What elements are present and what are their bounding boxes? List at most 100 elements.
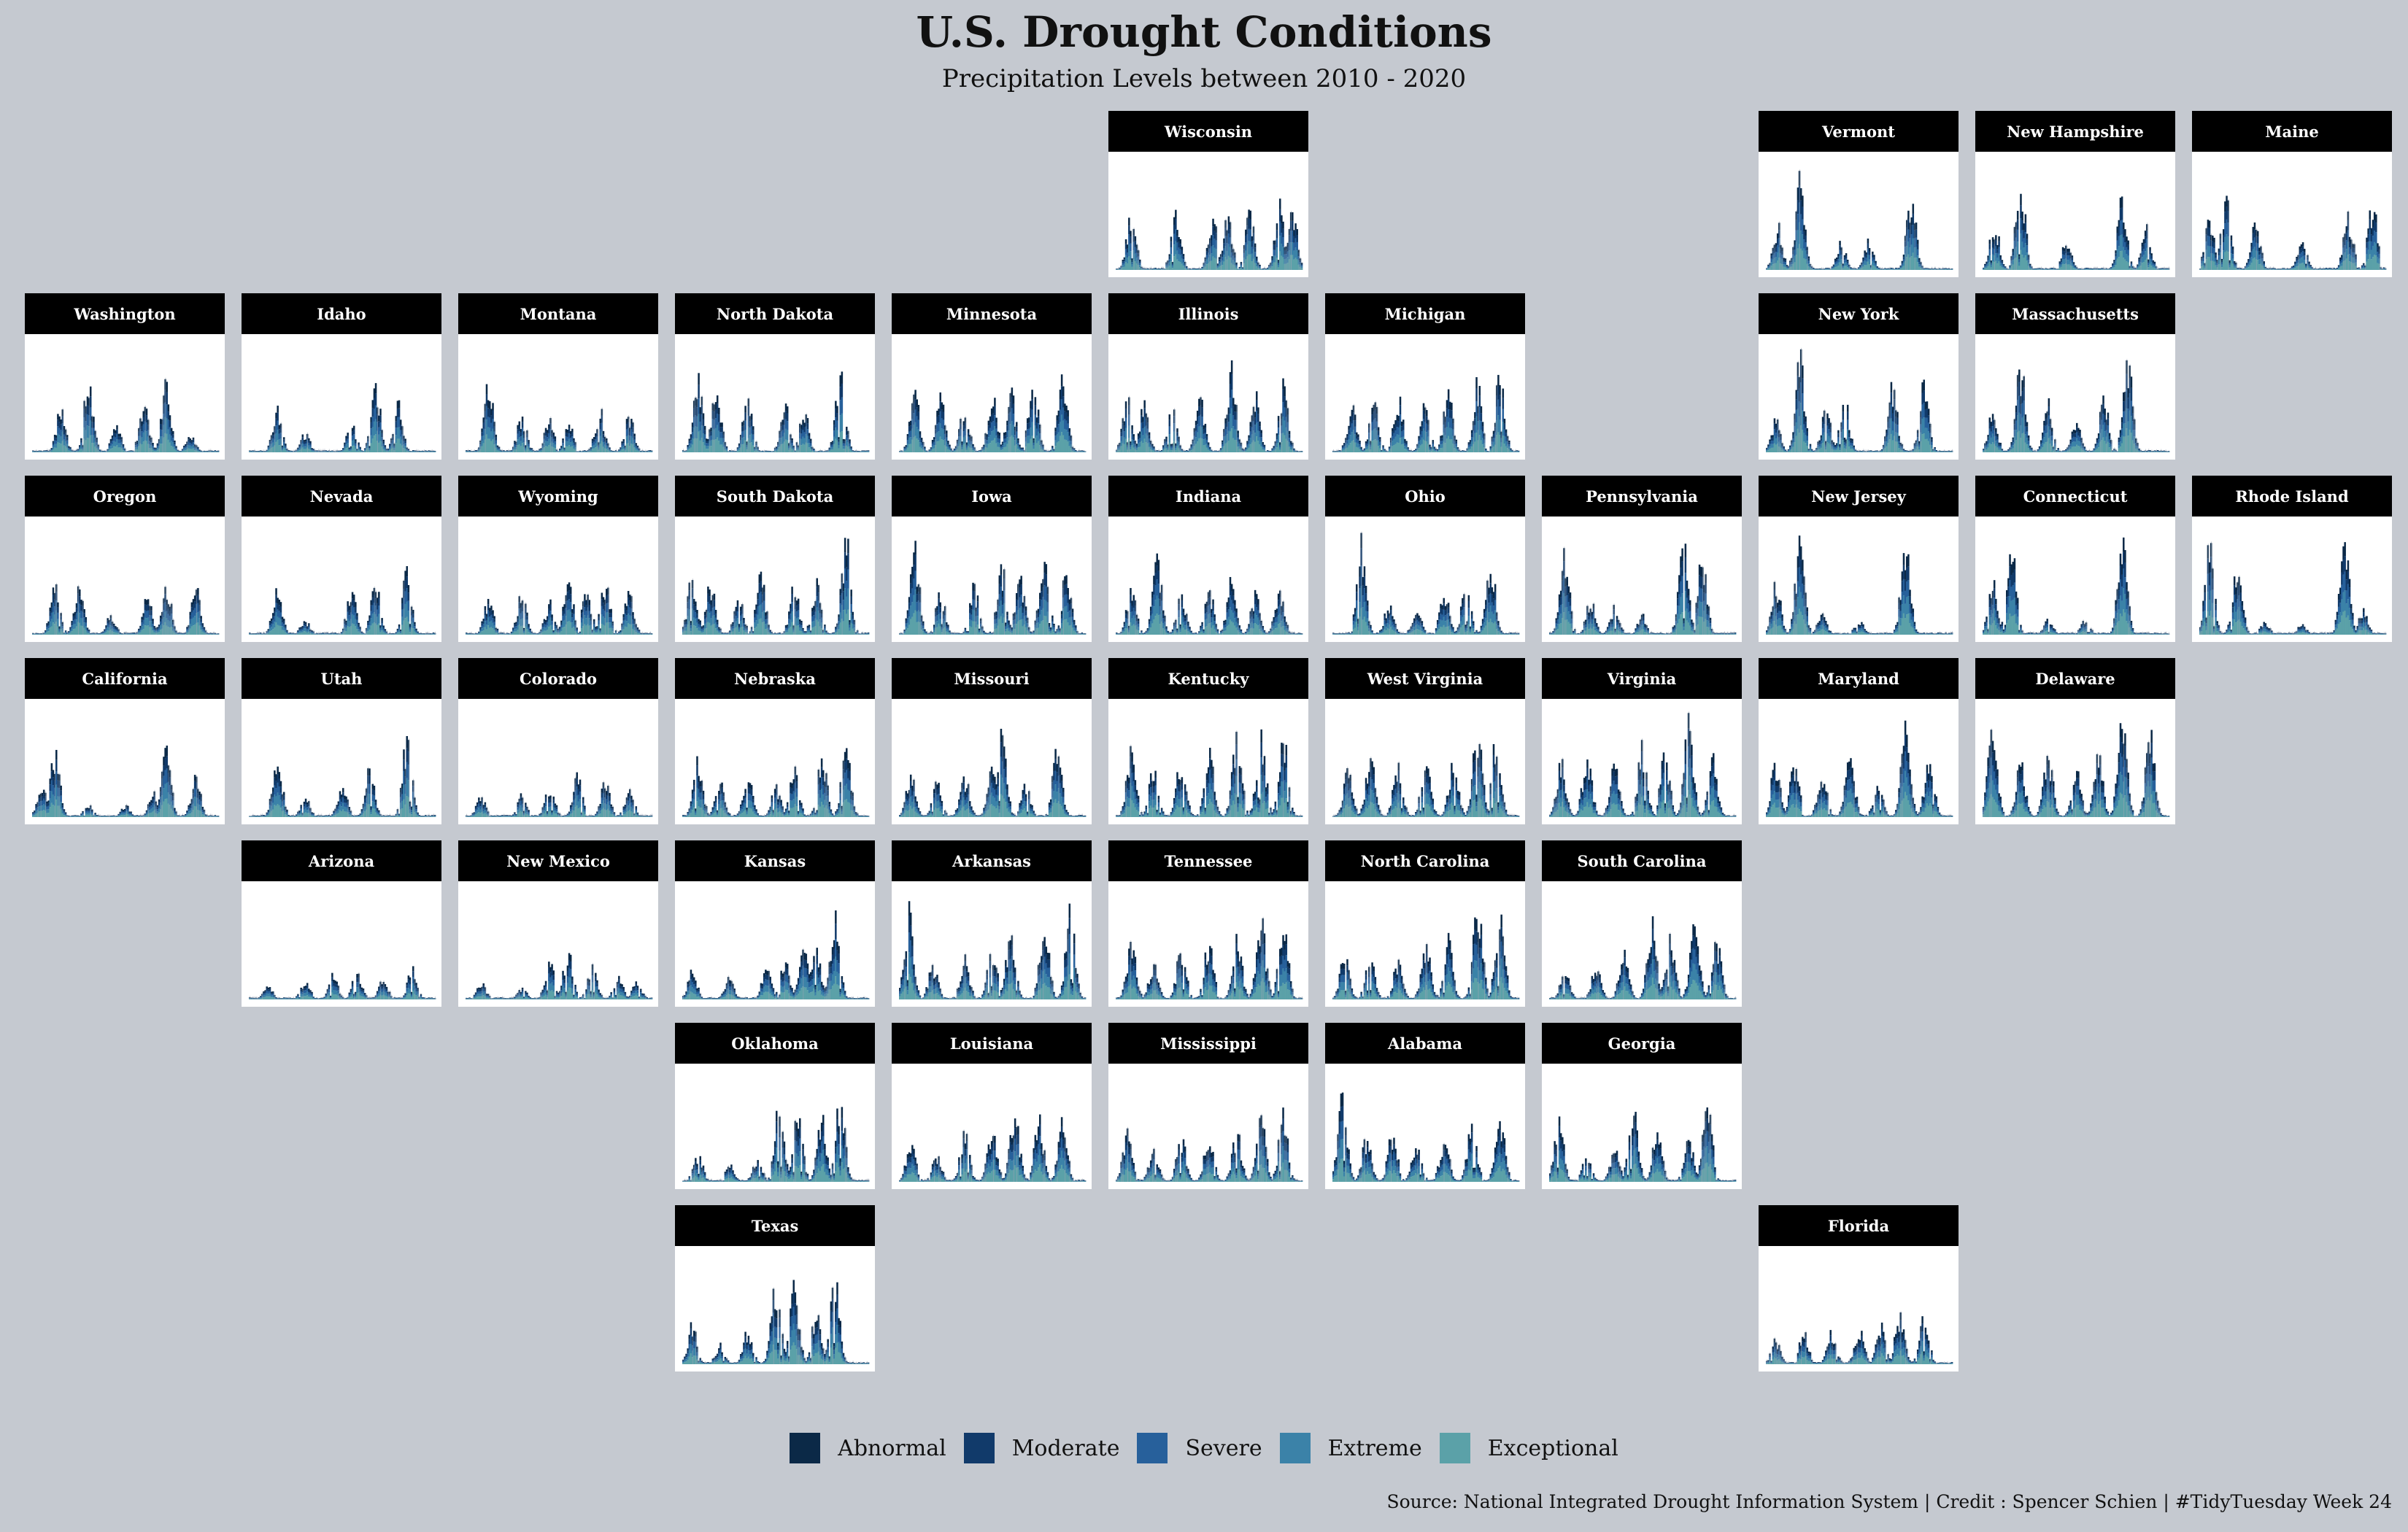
drought-area-segment: [1802, 196, 1804, 207]
drought-area-segment: [802, 444, 804, 452]
drought-area-segment: [1846, 263, 1849, 266]
drought-area-segment: [1259, 268, 1261, 270]
drought-area-segment: [1296, 229, 1298, 236]
drought-area-segment: [1927, 268, 1930, 270]
drought-area-segment: [591, 443, 594, 446]
drought-area-segment: [1776, 252, 1779, 260]
drought-area-segment: [803, 438, 806, 445]
drought-area-segment: [352, 445, 355, 452]
drought-area-segment: [495, 434, 498, 438]
drought-area-segment: [2088, 269, 2091, 270]
drought-area-segment: [806, 423, 809, 430]
drought-area-segment: [529, 449, 531, 452]
drought-area-segment: [721, 422, 723, 428]
drought-area-segment: [2166, 268, 2169, 270]
drought-area-highlight: [2343, 236, 2345, 270]
drought-area-segment: [2213, 242, 2215, 249]
drought-area-segment: [1256, 258, 1258, 261]
drought-area-segment: [2330, 268, 2332, 269]
drought-area-segment: [2074, 266, 2077, 267]
drought-area-segment: [2296, 266, 2298, 270]
drought-area-segment: [275, 418, 277, 426]
drought-area-segment: [2247, 262, 2250, 265]
drought-area-highlight: [598, 441, 600, 452]
drought-area-segment: [1867, 243, 1869, 249]
drought-area-segment: [342, 450, 344, 452]
drought-area-segment: [716, 425, 719, 438]
drought-area-segment: [395, 416, 398, 422]
drought-area-segment: [2213, 237, 2215, 243]
drought-area-segment: [172, 442, 174, 447]
drought-area-segment: [517, 433, 519, 440]
drought-area-highlight: [2132, 264, 2134, 270]
drought-area-segment: [2060, 262, 2063, 265]
drought-area-segment: [1181, 263, 1184, 270]
drought-area-highlight: [377, 406, 378, 452]
drought-area-segment: [285, 444, 287, 446]
drought-area-segment: [1832, 267, 1835, 269]
drought-area-segment: [2293, 266, 2295, 268]
drought-area-segment: [2149, 259, 2151, 264]
drought-area-highlight: [1286, 244, 1287, 270]
drought-area-segment: [2115, 265, 2117, 270]
drought-area-segment: [180, 452, 182, 453]
drought-area-segment: [109, 449, 112, 452]
drought-area-segment: [141, 421, 143, 426]
drought-area-highlight: [2351, 238, 2352, 270]
drought-area-segment: [344, 445, 346, 448]
drought-area-segment: [1213, 247, 1216, 258]
drought-area-segment: [277, 406, 279, 413]
drought-area-highlight: [1934, 266, 1936, 270]
drought-area-highlight: [1146, 267, 1147, 270]
drought-area-highlight: [806, 413, 807, 452]
drought-area-segment: [86, 414, 89, 426]
drought-area-segment: [363, 449, 366, 451]
drought-area-segment: [93, 422, 95, 428]
drought-area-segment: [738, 443, 741, 445]
drought-area-segment: [80, 440, 82, 443]
drought-area-segment: [111, 448, 114, 452]
drought-area-segment: [487, 417, 490, 428]
drought-area-segment: [571, 446, 574, 452]
drought-area-segment: [2147, 259, 2150, 261]
drought-area-segment: [371, 427, 374, 439]
drought-area-segment: [2020, 249, 2022, 270]
drought-area-segment: [1223, 255, 1225, 262]
drought-area-segment: [1293, 236, 1295, 243]
drought-area-segment: [1803, 239, 1805, 249]
drought-area-segment: [618, 450, 620, 452]
drought-area-segment: [2164, 268, 2167, 269]
drought-area-segment: [370, 428, 372, 436]
drought-area-segment: [2263, 263, 2265, 266]
drought-area-segment: [1832, 264, 1835, 266]
drought-area-segment: [2045, 268, 2047, 269]
state-label: Washington: [25, 293, 225, 334]
drought-area-segment: [552, 435, 555, 439]
drought-area-highlight: [1298, 248, 1300, 270]
drought-area-segment: [358, 442, 360, 444]
drought-area-segment: [198, 449, 201, 451]
drought-area-segment: [685, 451, 687, 452]
drought-area-segment: [1277, 267, 1280, 270]
drought-area-segment: [396, 417, 399, 428]
drought-area-segment: [79, 447, 81, 449]
drought-area-segment: [544, 436, 547, 441]
drought-area-segment: [633, 439, 636, 444]
drought-area-segment: [2116, 249, 2118, 259]
drought-area-segment: [2256, 243, 2259, 252]
drought-area-segment: [2328, 268, 2331, 270]
drought-area-segment: [249, 451, 251, 452]
state-area-chart: [682, 371, 870, 452]
drought-area-segment: [374, 434, 377, 452]
drought-area-segment: [1867, 239, 1869, 244]
drought-area-segment: [1834, 258, 1837, 260]
drought-area-highlight: [1230, 220, 1231, 270]
drought-area-segment: [2336, 268, 2339, 269]
drought-area-segment: [2141, 251, 2144, 258]
drought-area-segment: [2141, 263, 2144, 270]
drought-area-segment: [1249, 241, 1251, 255]
drought-area-segment: [2293, 268, 2295, 270]
drought-area-segment: [347, 443, 349, 447]
drought-area-segment: [2021, 255, 2023, 270]
drought-area-segment: [2348, 261, 2351, 270]
